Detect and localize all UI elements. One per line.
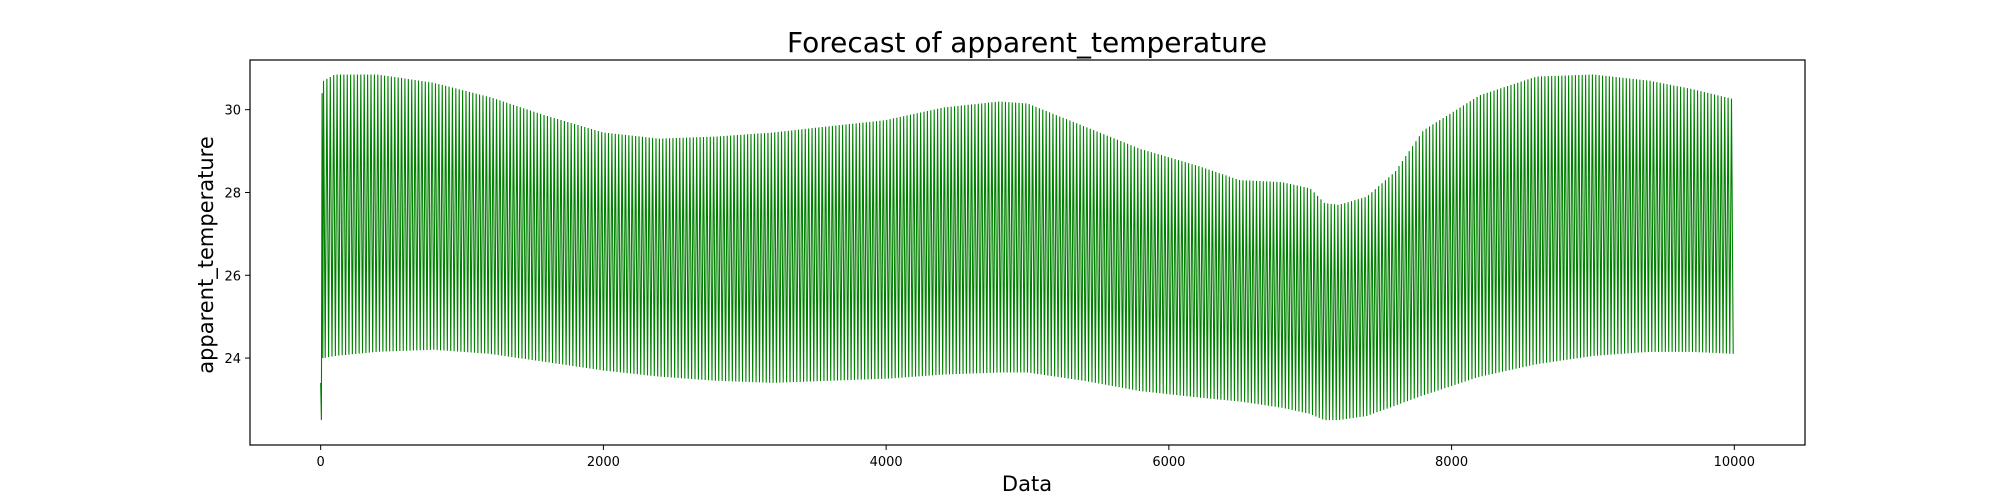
y-axis: 24 26 28 30 (224, 104, 250, 367)
x-axis: 0 2000 4000 6000 8000 10000 (317, 445, 1755, 470)
series-line (320, 74, 1734, 421)
y-axis-label: apparent_temperature (194, 136, 219, 374)
x-tick-label: 6000 (1152, 455, 1185, 470)
y-tick-label: 24 (224, 352, 241, 367)
y-tick-label: 28 (224, 186, 241, 201)
x-axis-label: Data (1002, 472, 1052, 496)
x-tick-label: 8000 (1435, 455, 1468, 470)
x-tick-label: 2000 (587, 455, 620, 470)
x-tick-label: 0 (317, 455, 325, 470)
x-tick-label: 4000 (870, 455, 903, 470)
plot-area (320, 74, 1734, 421)
chart-title: Forecast of apparent_temperature (787, 26, 1267, 59)
x-tick-label: 10000 (1714, 455, 1755, 470)
axes-frame (249, 59, 1806, 446)
y-tick-label: 26 (224, 269, 241, 284)
y-tick-label: 30 (224, 104, 241, 119)
